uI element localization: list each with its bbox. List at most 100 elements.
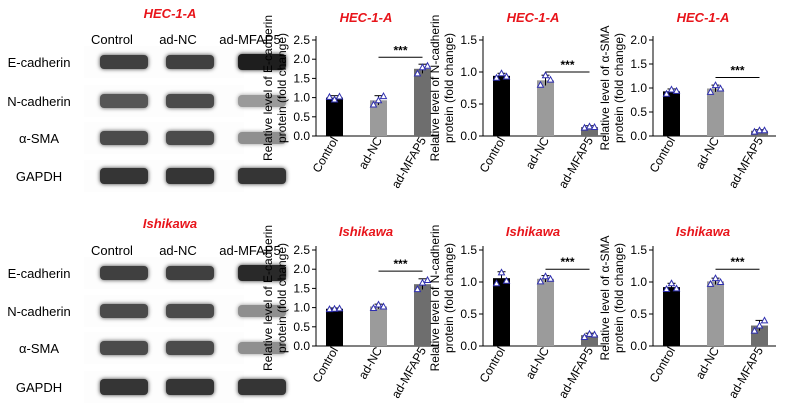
y-tick-label: 0.0 bbox=[630, 339, 647, 353]
protein-band bbox=[100, 54, 148, 70]
protein-band bbox=[238, 132, 286, 144]
x-tick-label: ad-NC bbox=[523, 344, 553, 381]
chart-title: HEC-1-A bbox=[340, 10, 393, 25]
x-tick-label: ad-MFAP5 bbox=[726, 344, 767, 400]
data-point bbox=[760, 126, 769, 134]
bar bbox=[663, 287, 680, 346]
lane-label: Control bbox=[91, 32, 133, 47]
x-tick-label: Control bbox=[647, 135, 678, 176]
y-axis-label: Relative level of E-cadherin bbox=[261, 15, 275, 161]
lane-label: ad-MFAP5 bbox=[219, 243, 281, 258]
bar bbox=[414, 284, 431, 346]
y-tick-label: 1.0 bbox=[293, 91, 310, 105]
y-tick-label: 0.5 bbox=[293, 320, 310, 334]
bar bbox=[707, 88, 724, 136]
y-tick-label: 0.5 bbox=[460, 97, 477, 111]
blot-strip bbox=[84, 332, 286, 364]
bar bbox=[370, 306, 387, 346]
y-tick-label: 0.5 bbox=[630, 307, 647, 321]
bar bbox=[581, 335, 598, 346]
data-point bbox=[711, 274, 720, 282]
x-tick-label: ad-MFAP5 bbox=[389, 344, 430, 400]
y-tick-label: 1.5 bbox=[630, 243, 647, 257]
data-point bbox=[546, 274, 555, 282]
data-point bbox=[760, 316, 769, 324]
protein-band bbox=[238, 305, 286, 317]
protein-label: α-SMA bbox=[18, 341, 59, 356]
x-tick-label: ad-MFAP5 bbox=[726, 134, 767, 190]
data-point bbox=[541, 71, 550, 79]
y-axis-label: Relative level of α-SMA bbox=[598, 236, 612, 361]
blot-title: HEC-1-A bbox=[143, 6, 197, 21]
protein-band bbox=[238, 54, 286, 70]
significance-label: *** bbox=[730, 63, 744, 77]
significance-label: *** bbox=[730, 255, 744, 269]
y-tick-label: 0.5 bbox=[293, 110, 310, 124]
protein-band bbox=[100, 130, 148, 146]
protein-label: N-cadherin bbox=[7, 94, 71, 109]
bar bbox=[537, 278, 554, 346]
lane-label: ad-NC bbox=[159, 243, 197, 258]
data-point bbox=[497, 69, 506, 77]
y-tick-label: 2.5 bbox=[293, 243, 310, 257]
y-tick-label: 2.0 bbox=[293, 52, 310, 66]
protein-band bbox=[166, 379, 214, 395]
protein-band bbox=[100, 265, 148, 281]
protein-label: α-SMA bbox=[18, 131, 59, 146]
protein-band bbox=[238, 95, 286, 107]
y-tick-label: 1.0 bbox=[460, 65, 477, 79]
bar bbox=[493, 75, 510, 136]
data-point bbox=[330, 304, 339, 312]
protein-label: E-cadherin bbox=[7, 55, 71, 70]
y-axis-label: protein (fold change) bbox=[275, 33, 289, 143]
protein-band bbox=[166, 54, 214, 70]
y-axis-label: Relative level of N-cadherin bbox=[428, 225, 442, 372]
protein-band bbox=[100, 379, 148, 395]
protein-band bbox=[166, 130, 214, 146]
data-point bbox=[667, 279, 676, 287]
lane-label: ad-MFAP5 bbox=[219, 32, 281, 47]
blot-strip bbox=[84, 257, 286, 289]
data-point bbox=[379, 92, 388, 100]
protein-band bbox=[100, 340, 148, 356]
y-tick-label: 0.0 bbox=[630, 129, 647, 143]
chart-title: Ishikawa bbox=[339, 224, 393, 239]
blot-strip bbox=[84, 122, 286, 154]
protein-band bbox=[238, 168, 286, 184]
bar bbox=[537, 80, 554, 136]
protein-label: N-cadherin bbox=[7, 304, 71, 319]
data-point bbox=[546, 75, 555, 83]
bar bbox=[663, 91, 680, 136]
protein-band bbox=[238, 342, 286, 354]
y-tick-label: 1.0 bbox=[630, 81, 647, 95]
significance-label: *** bbox=[560, 255, 574, 269]
chart-title: Ishikawa bbox=[506, 224, 560, 239]
bar bbox=[581, 127, 598, 136]
data-point bbox=[662, 89, 671, 97]
y-tick-label: 0.5 bbox=[460, 307, 477, 321]
x-tick-label: ad-MFAP5 bbox=[389, 134, 430, 190]
protein-band bbox=[100, 94, 148, 108]
x-tick-label: ad-NC bbox=[693, 344, 723, 381]
y-axis-label: Relative level of N-cadherin bbox=[428, 15, 442, 162]
protein-label: E-cadherin bbox=[7, 266, 71, 281]
blot-title: Ishikawa bbox=[142, 216, 198, 231]
x-tick-label: ad-MFAP5 bbox=[556, 134, 597, 190]
protein-band bbox=[166, 93, 214, 109]
protein-band bbox=[100, 303, 148, 319]
chart-title: HEC-1-A bbox=[507, 10, 560, 25]
data-point bbox=[423, 275, 432, 283]
bar bbox=[370, 100, 387, 136]
protein-band bbox=[100, 168, 148, 184]
significance-label: *** bbox=[393, 43, 407, 57]
y-tick-label: 0.5 bbox=[630, 105, 647, 119]
data-point bbox=[672, 86, 681, 94]
protein-label: GAPDH bbox=[15, 380, 63, 395]
y-tick-label: 2.0 bbox=[630, 33, 647, 47]
x-tick-label: Control bbox=[310, 345, 341, 386]
data-point bbox=[536, 80, 545, 88]
data-point bbox=[325, 305, 334, 313]
data-point bbox=[590, 122, 599, 131]
y-tick-label: 1.0 bbox=[460, 275, 477, 289]
data-point bbox=[492, 73, 501, 81]
